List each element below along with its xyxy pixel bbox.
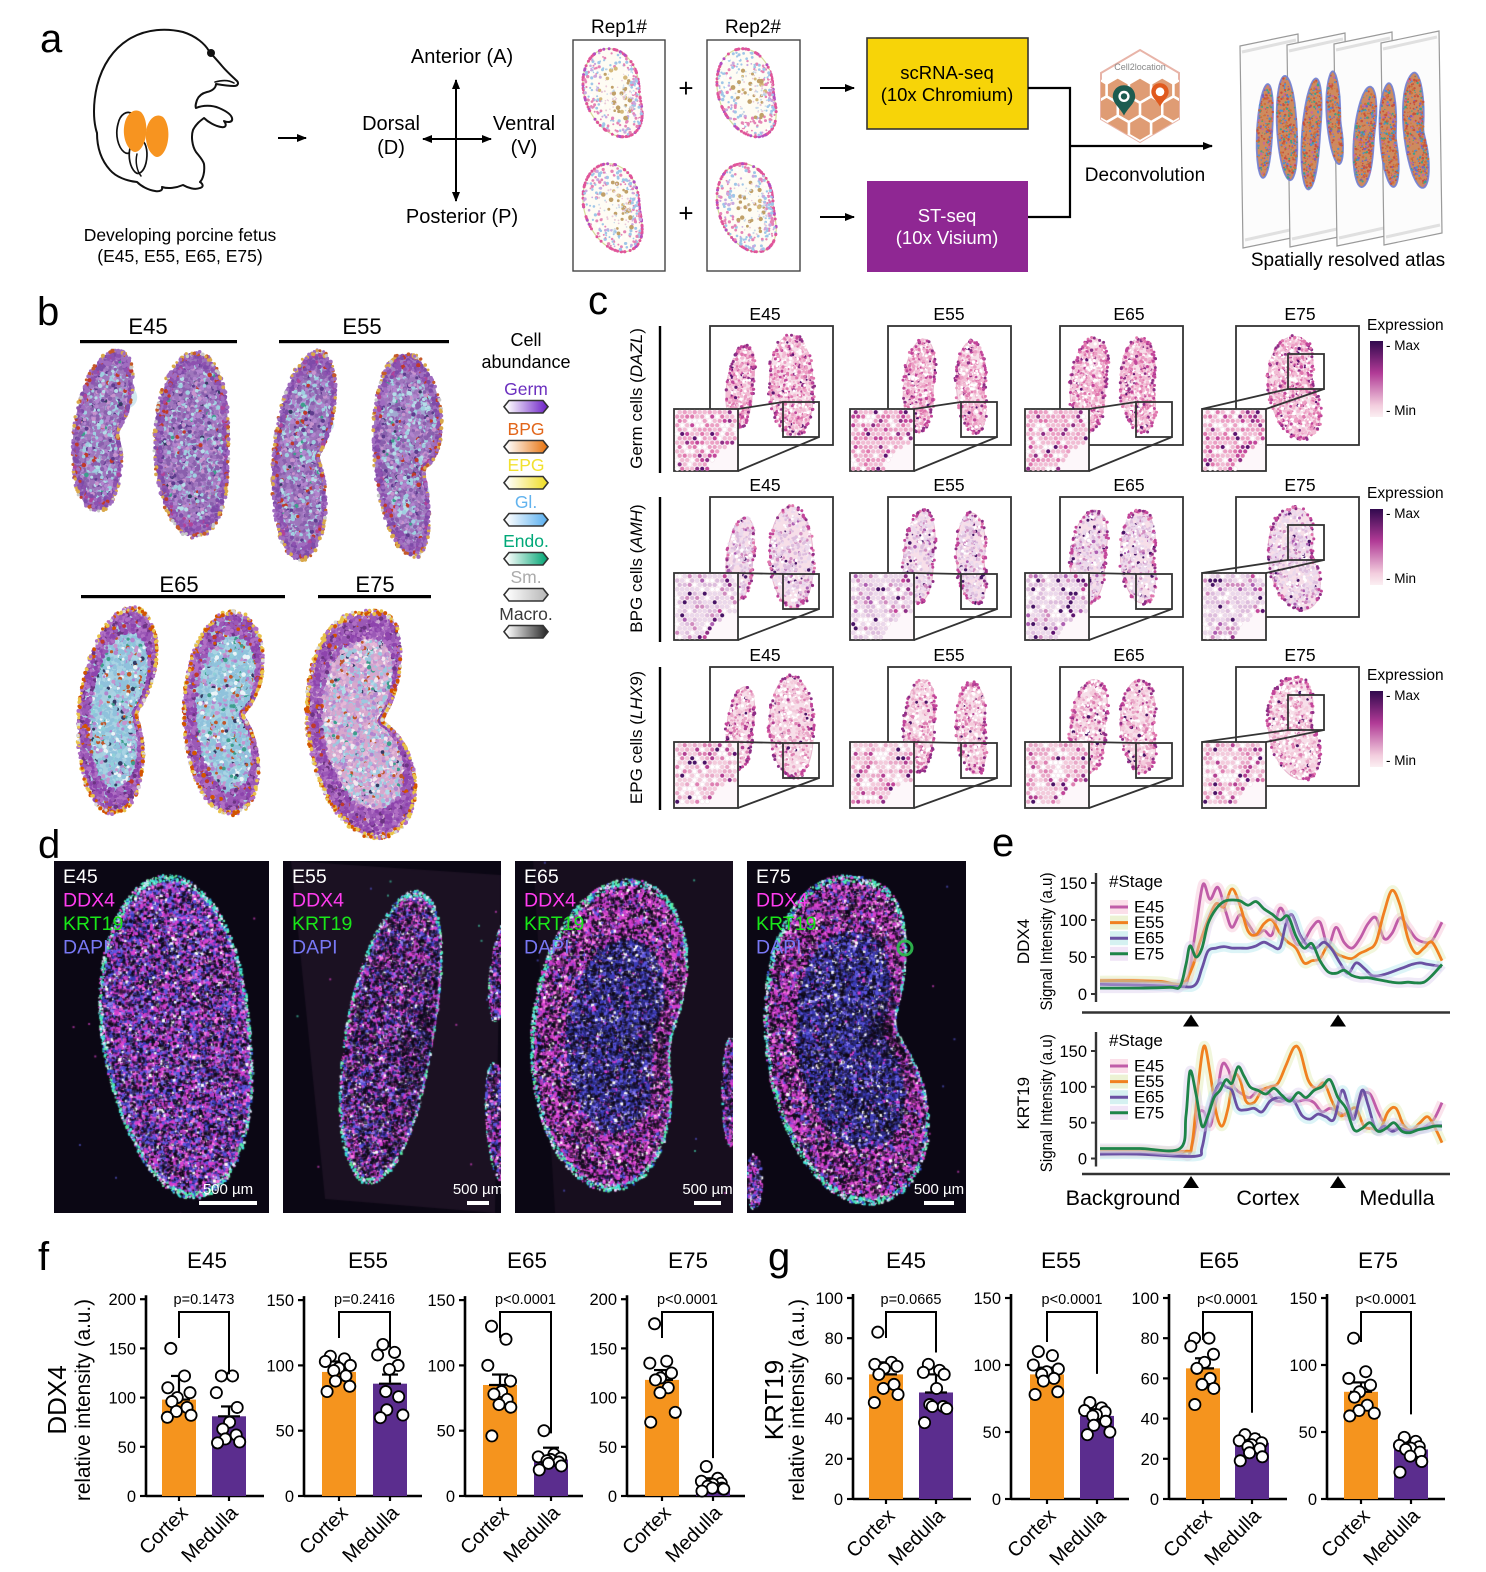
- svg-text:b: b: [37, 290, 59, 334]
- svg-text:E75: E75: [355, 572, 394, 597]
- svg-text:Deconvolution: Deconvolution: [1085, 165, 1205, 186]
- svg-text:Dorsal: Dorsal: [362, 113, 420, 135]
- svg-text:Rep2#: Rep2#: [725, 17, 781, 38]
- svg-text:Anterior (A): Anterior (A): [411, 46, 513, 68]
- svg-text:Ventral: Ventral: [493, 113, 555, 135]
- svg-text:a: a: [40, 17, 63, 61]
- svg-text:Cell2location: Cell2location: [1114, 62, 1166, 72]
- svg-text:Spatially resolved atlas: Spatially resolved atlas: [1251, 250, 1445, 271]
- svg-text:(10x Chromium): (10x Chromium): [881, 84, 1014, 105]
- svg-text:E65: E65: [159, 572, 198, 597]
- svg-text:ST-seq: ST-seq: [918, 205, 977, 226]
- svg-text:(V): (V): [511, 137, 538, 159]
- svg-text:scRNA-seq: scRNA-seq: [900, 62, 994, 83]
- svg-text:(E45, E55, E65, E75): (E45, E55, E65, E75): [97, 246, 262, 266]
- svg-text:+: +: [678, 198, 693, 228]
- svg-text:E45: E45: [128, 314, 167, 339]
- svg-text:(D): (D): [377, 137, 405, 159]
- svg-text:Rep1#: Rep1#: [591, 17, 647, 38]
- svg-text:(10x Visium): (10x Visium): [896, 227, 998, 248]
- svg-text:+: +: [678, 73, 693, 103]
- svg-text:E55: E55: [342, 314, 381, 339]
- svg-text:Developing porcine fetus: Developing porcine fetus: [84, 225, 277, 245]
- svg-text:Posterior (P): Posterior (P): [406, 206, 518, 228]
